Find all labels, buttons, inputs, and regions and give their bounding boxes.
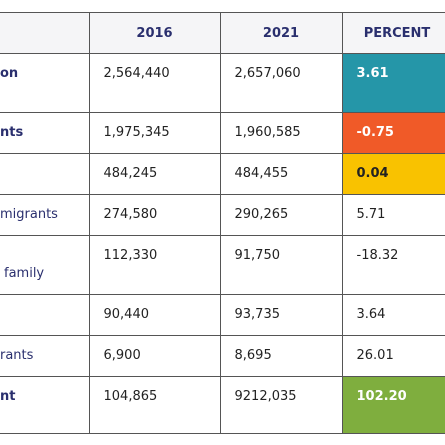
cell: 2,657,060 [219,53,343,113]
table-row: family 112,330 91,750 -18.32 [0,235,445,295]
header-cell [0,12,90,54]
row-label: rants [0,335,90,377]
row-label: family [0,235,90,295]
table-container: 2016 2021 PERCENT on 2,564,440 2,657,060 3.61 n… [0,12,445,445]
cell: 93,735 [219,294,343,336]
cell: 3.61 [341,53,445,113]
cell: -18.32 [341,235,445,295]
cell: 6,900 [88,335,221,377]
table-row: rants 6,900 8,695 26.01 [0,335,445,377]
cell: 274,580 [88,194,221,236]
data-table: 2016 2021 PERCENT on 2,564,440 2,657,060 3.61 n… [0,12,445,434]
row-label: nts [0,112,90,154]
cell: 290,265 [219,194,343,236]
cell: -0.75 [341,112,445,154]
cell: 9212,035 [219,376,343,434]
header-cell: PERCENT [341,12,445,54]
cell: 8,695 [219,335,343,377]
cell: 1,960,585 [219,112,343,154]
cell: 90,440 [88,294,221,336]
cell: 484,245 [88,153,221,195]
cell: 104,865 [88,376,221,434]
cell: 2,564,440 [88,53,221,113]
header-cell: 2016 [88,12,221,54]
row-label: on [0,53,90,113]
cell: 26.01 [341,335,445,377]
header-cell: 2021 [219,12,343,54]
table-row: 90,440 93,735 3.64 [0,294,445,336]
table-row: nts 1,975,345 1,960,585 -0.75 [0,112,445,154]
row-label: nt [0,376,90,434]
cell: 3.64 [341,294,445,336]
row-label [0,153,90,195]
header-row: 2016 2021 PERCENT [0,12,445,54]
cell: 5.71 [341,194,445,236]
row-label: migrants [0,194,90,236]
table-row: migrants 274,580 290,265 5.71 [0,194,445,236]
table-row: on 2,564,440 2,657,060 3.61 [0,53,445,113]
cell: 1,975,345 [88,112,221,154]
cell: 91,750 [219,235,343,295]
table-row: 484,245 484,455 0.04 [0,153,445,195]
cell: 102.20 [341,376,445,434]
cell: 0.04 [341,153,445,195]
cell: 484,455 [219,153,343,195]
cell: 112,330 [88,235,221,295]
table-row: nt 104,865 9212,035 102.20 [0,376,445,434]
row-label [0,294,90,336]
